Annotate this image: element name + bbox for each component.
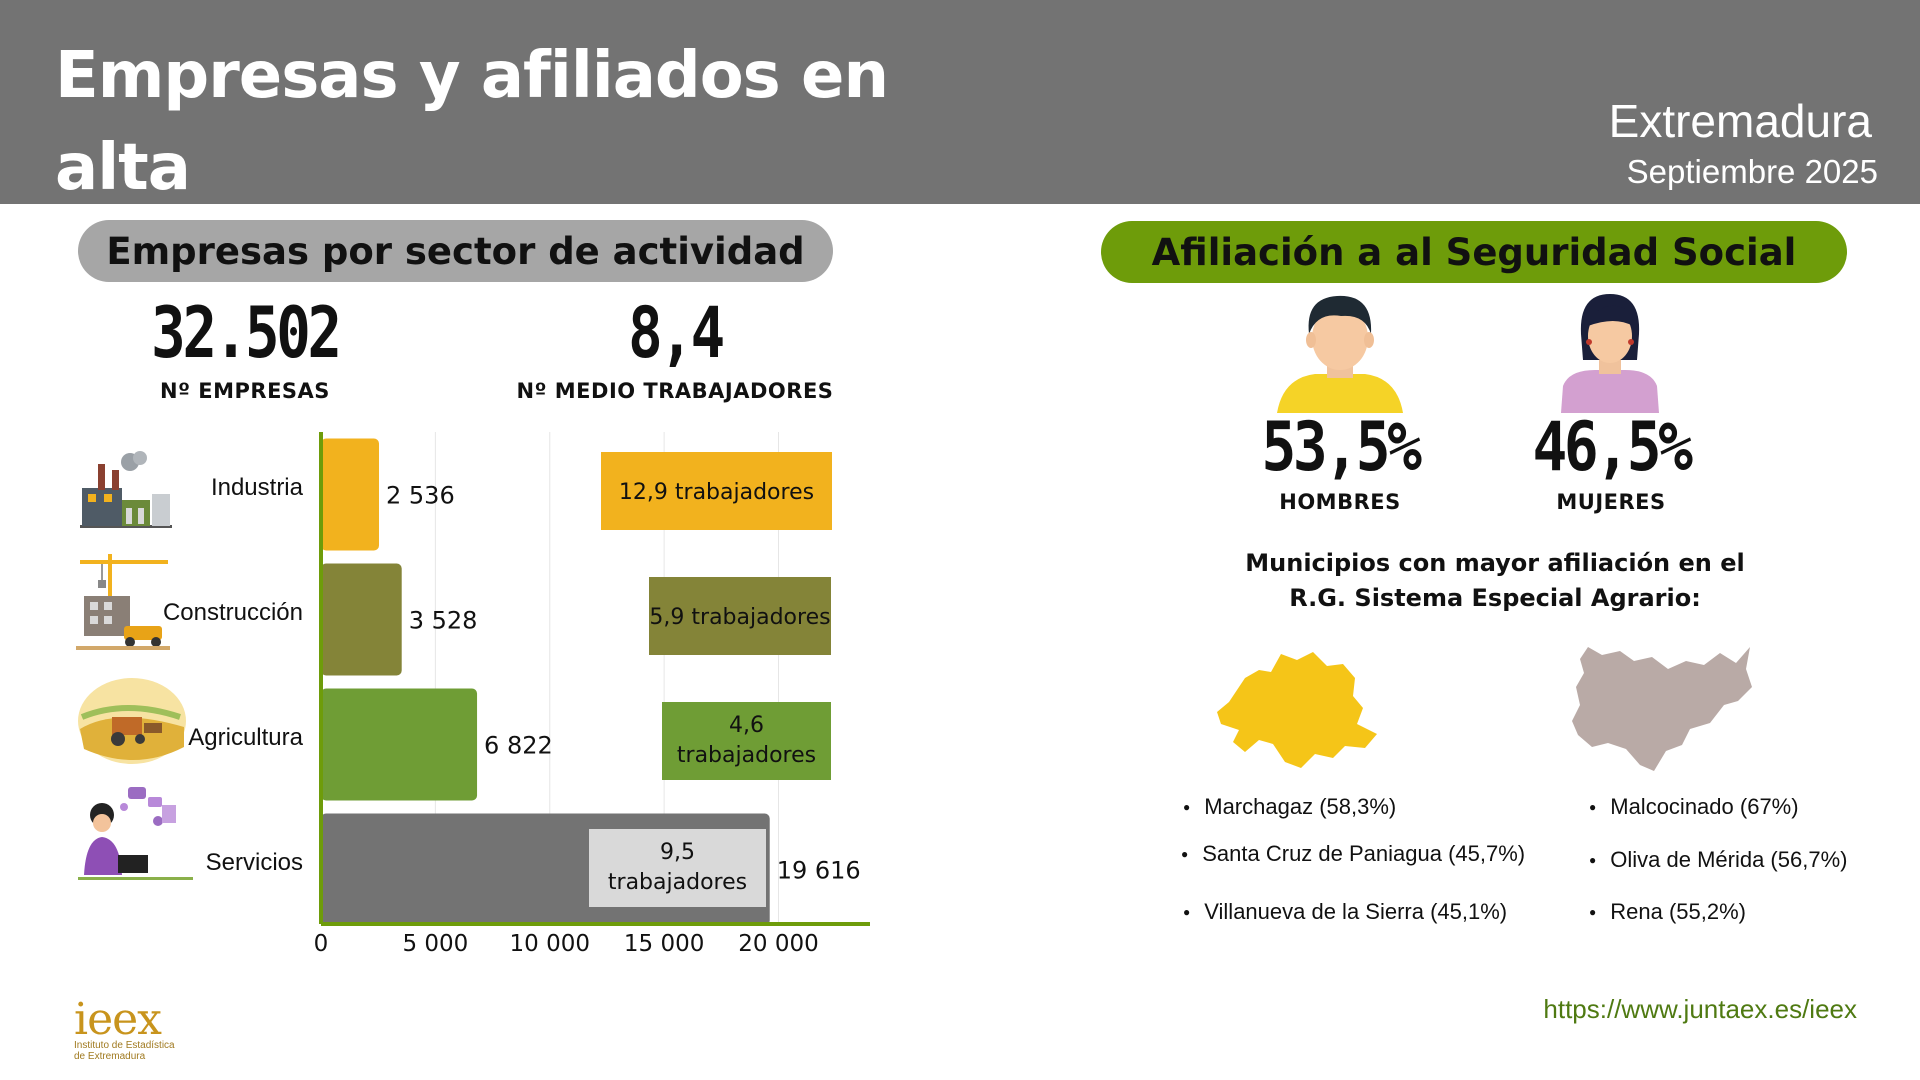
women-percentage: 46,5% [1532,408,1692,487]
agriculture-icon [78,678,186,764]
avg-workers-label: Nº MEDIO TRABAJADORES [516,379,834,403]
avg-workers-box [649,577,831,655]
avg-workers-label: 9,5 [660,840,695,865]
region-label: Extremadura [1608,95,1872,147]
caceres-map [1217,652,1377,768]
sector-label-servicios: Servicios [205,849,303,876]
construction-icon [76,554,170,650]
bar-industria [321,438,380,551]
list-item: Oliva de Mérida (56,7%) [1589,847,1847,873]
bar-value-label: 2 536 [386,482,455,510]
badajoz-map [1572,647,1752,771]
total-companies-value: 32.502 [151,292,342,374]
bar-value-label: 3 528 [409,607,478,635]
logo-subtitle-1: Instituto de Estadística [74,1040,175,1051]
woman-icon [1561,294,1659,413]
bar-agricultura [321,688,478,801]
x-tick-label: 20 000 [738,931,818,957]
avg-workers-label: 4,6 [729,713,764,738]
logo-wordmark: ieex [74,994,162,1045]
bar-servicios [321,813,770,926]
factory-icon [80,451,172,528]
man-icon [1277,295,1403,413]
x-tick-label: 10 000 [510,931,590,957]
sector-label-industria: Industria [210,474,303,501]
x-tick-label: 15 000 [624,931,704,957]
avg-workers-box [662,702,831,780]
bar-value-label: 6 822 [484,732,553,760]
bar-construcción [321,563,402,676]
municipalities-title-line-2: R.G. Sistema Especial Agrario: [1289,584,1701,612]
avg-workers-label: trabajadores [608,870,747,895]
men-label: HOMBRES [1279,490,1401,514]
avg-workers-box [601,452,832,530]
list-item: Villanueva de la Sierra (45,1%) [1183,899,1507,925]
total-companies-label: Nº EMPRESAS [160,379,330,403]
badajoz-map-shape [1572,647,1752,771]
avg-workers-box [589,829,766,907]
header-banner: Empresas y afiliados en alta en la Segur… [0,0,1920,297]
avg-workers-label: 12,9 trabajadores [619,480,814,505]
list-item: Rena (55,2%) [1589,899,1746,925]
sector-label-agricultura: Agricultura [188,724,303,751]
municipalities-title-line-1: Municipios con mayor afiliación en el [1245,549,1745,577]
avg-workers-label: trabajadores [677,743,816,768]
source-url-link[interactable]: https://www.juntaex.es/ieex [1543,994,1857,1024]
title-line-1: Empresas y afiliados en alta [55,39,889,205]
avg-workers-label: 5,9 trabajadores [649,605,830,630]
logo-subtitle-2: de Extremadura [74,1051,146,1062]
caceres-map-shape [1217,652,1377,768]
section-title-affiliation: Afiliación a al Seguridad Social [1101,221,1847,283]
municipalities-title: Municipios con mayor afiliación en el R.… [1170,546,1820,616]
list-item: Marchagaz (58,3%) [1183,794,1396,820]
section-title-companies: Empresas por sector de actividad [78,220,833,282]
period-label: Septiembre 2025 [1626,153,1878,190]
x-tick-label: 0 [314,931,329,957]
avg-workers-value: 8,4 [628,292,725,374]
men-percentage: 53,5% [1261,408,1421,487]
x-tick-label: 5 000 [402,931,468,957]
women-label: MUJERES [1556,490,1666,514]
list-item: Malcocinado (67%) [1589,794,1798,820]
list-item: Santa Cruz de Paniagua (45,7%) [1181,841,1525,867]
services-icon [78,787,193,880]
sector-label-construccion: Construcción [162,599,303,626]
bar-value-label: 19 616 [777,857,861,885]
ieex-logo: ieex Instituto de Estadística de Extrema… [74,994,175,1063]
